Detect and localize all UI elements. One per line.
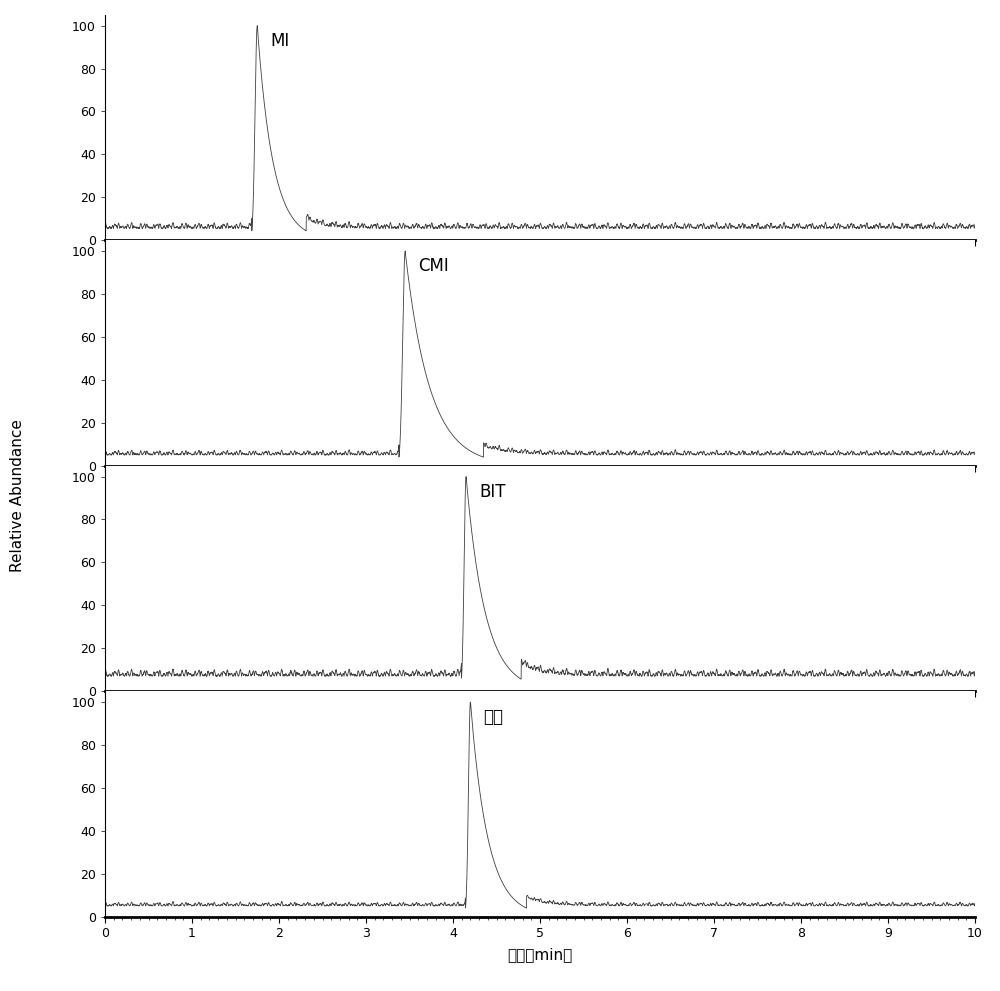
Text: BIT: BIT — [479, 483, 506, 500]
Text: 内标: 内标 — [483, 709, 503, 726]
Text: MI: MI — [270, 32, 290, 50]
Text: Relative Abundance: Relative Abundance — [10, 419, 26, 572]
X-axis label: 时间（min）: 时间（min） — [507, 947, 573, 962]
Text: CMI: CMI — [418, 258, 449, 275]
